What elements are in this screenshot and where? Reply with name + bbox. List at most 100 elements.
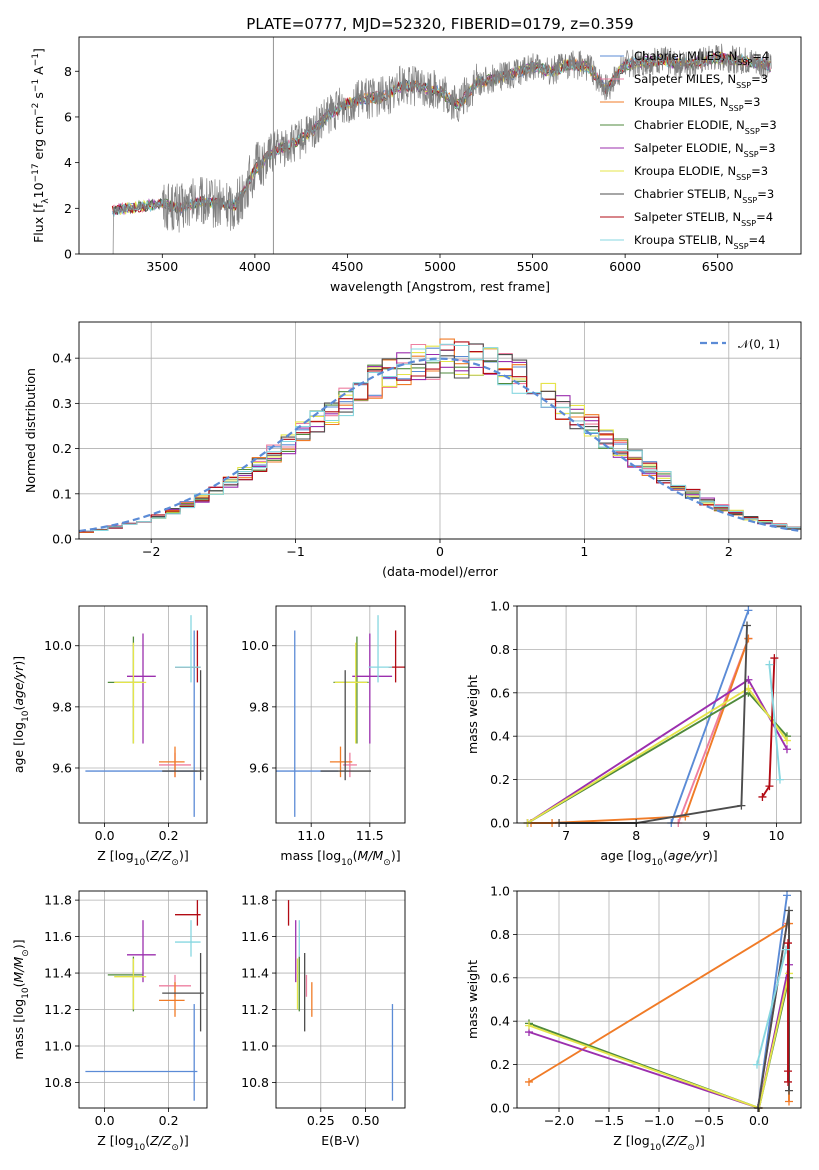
- label-part: ⊙: [687, 1143, 695, 1153]
- y-axis-label: mass weight: [465, 960, 480, 1039]
- plot-area: [111, 37, 772, 254]
- label-part: age [log: [11, 722, 26, 773]
- y-tick-label: 11.4: [241, 966, 269, 981]
- residual-histogram-panel: −2 −1 0 1 2 0.0 0.1 0.2 0.3 0.4 𝒩(0, 1) (data-model…: [23, 321, 802, 579]
- label-part: 10: [31, 182, 46, 198]
- legend-label: Salpeter MILES, N: [634, 72, 736, 86]
- legend-label: Salpeter ELODIE, N: [634, 141, 744, 155]
- zw-marker-chab_stelib: [785, 1086, 793, 1095]
- label-part: 10: [134, 1143, 146, 1153]
- label-part: −1: [31, 79, 41, 92]
- label-part: E(B-V): [321, 1133, 360, 1148]
- label-part: 10: [652, 858, 664, 868]
- plot-area: [276, 615, 405, 817]
- zw-marker-krou_stelib: [753, 1060, 761, 1069]
- legend-tail: =3: [751, 164, 768, 178]
- label-part: mass weight: [465, 675, 480, 754]
- spectrum-panel: 3500 4000 4500 5000 5500 6000 6500 0 2 4 6 8 wavelen…: [31, 36, 802, 294]
- y-axis-label: age [log10(age/yr)]: [11, 656, 31, 773]
- legend-entry: Chabrier STELIB, NSSP=3: [634, 187, 774, 205]
- x-axis-label: Z [log10(Z/Z⊙)]: [97, 1133, 188, 1153]
- axes: 0.25 0.50 10.8 11.0 11.2 11.4 11.6 11.8 E(B-V): [241, 890, 406, 1148]
- x-tick-label: 0.2: [159, 1113, 179, 1128]
- aw-line-krou_stelib: [768, 664, 781, 780]
- hist-krou_stelib: [79, 343, 801, 532]
- label-part: 10: [134, 858, 146, 868]
- label-part: 10: [341, 858, 353, 868]
- label-part: ⊙: [383, 858, 391, 868]
- legend-sub: SSP: [729, 104, 744, 113]
- x-tick-label: −2.0: [544, 1113, 574, 1128]
- x-tick-label: 0.2: [159, 828, 179, 843]
- y-tick-label: 9.6: [249, 760, 269, 775]
- label-part: (: [145, 1133, 150, 1148]
- aw-marker-krou_elodie: [782, 736, 791, 745]
- grid: [517, 605, 801, 824]
- label-part: −2: [31, 103, 41, 116]
- label-part: (: [11, 982, 26, 987]
- legend-entry: Salpeter STELIB, NSSP=4: [634, 210, 773, 228]
- y-tick-label: 0.2: [490, 772, 510, 787]
- label-part: M/M: [358, 848, 384, 863]
- x-tick-label: −1.0: [644, 1113, 674, 1128]
- x-tick-label: 11.5: [356, 828, 384, 843]
- label-part: Flux [f: [31, 203, 46, 243]
- zw-marker-krou_stelib: [782, 945, 790, 954]
- label-part: ⊙: [171, 858, 179, 868]
- y-tick-label: 4: [64, 155, 72, 170]
- legend-sub: SSP: [744, 150, 759, 159]
- zw-marker-chab_miles: [783, 891, 791, 900]
- legend-entry: Chabrier ELODIE, NSSP=3: [634, 118, 777, 136]
- label-part: )]: [11, 656, 26, 666]
- zw-marker-chab_stelib: [785, 906, 793, 915]
- label-part: 10: [650, 1143, 662, 1153]
- x-tick-label: 0.0: [95, 828, 115, 843]
- label-part: s: [31, 92, 46, 103]
- label-part: age/yr: [11, 665, 26, 706]
- x-axis-label: Z [log10(Z/Z⊙)]: [613, 1133, 704, 1153]
- label-part: (: [663, 848, 668, 863]
- axes-frame: [275, 890, 406, 1109]
- x-tick-label: 6500: [702, 259, 734, 274]
- zw-marker-salp_stelib: [784, 1077, 792, 1086]
- x-tick-label: 9: [702, 828, 710, 843]
- label-part: −1: [31, 53, 41, 66]
- legend-tail: =3: [759, 141, 776, 155]
- x-tick-label: 0.0: [749, 1113, 769, 1128]
- y-tick-label: 0.4: [490, 1014, 510, 1029]
- zw-marker-krou_elodie: [525, 1021, 533, 1030]
- label-part: )]: [695, 1133, 705, 1148]
- legend-sub: SSP: [745, 127, 760, 136]
- y-tick-label: 10.0: [44, 638, 72, 653]
- legend-entry: Kroupa ELODIE, NSSP=3: [634, 164, 768, 182]
- y-tick-label: 2: [64, 201, 72, 216]
- aw-marker-chab_stelib: [737, 801, 746, 810]
- label-part: Z/Z: [665, 1133, 688, 1148]
- x-tick-label: 2: [725, 544, 733, 559]
- x-axis-label: mass [log10(M/M⊙)]: [280, 848, 400, 868]
- legend-entry: Salpeter ELODIE, NSSP=3: [634, 141, 776, 159]
- legend-tail: =3: [751, 72, 768, 86]
- axes-frame: [275, 605, 406, 824]
- y-tick-label: 0.8: [490, 642, 510, 657]
- y-tick-label: 0.4: [490, 729, 510, 744]
- axes-frame: [78, 605, 208, 824]
- label-part: mass [log: [280, 848, 341, 863]
- x-tick-label: 0.50: [352, 1113, 380, 1128]
- legend-sub: SSP: [737, 58, 752, 67]
- x-tick-label: 5000: [424, 259, 456, 274]
- label-part: )]: [11, 939, 26, 949]
- legend-label: Kroupa ELODIE, N: [634, 164, 736, 178]
- y-tick-label: 0.2: [490, 1057, 510, 1072]
- aw-marker-krou_stelib: [775, 775, 784, 784]
- figure-title: PLATE=0777, MJD=52320, FIBERID=0179, z=0…: [246, 15, 633, 33]
- label-part: Z [log: [613, 1133, 649, 1148]
- x-tick-label: 0: [436, 544, 444, 559]
- x-tick-label: 0.0: [95, 1113, 115, 1128]
- legend-sub: SSP: [736, 173, 751, 182]
- legend-tail: =3: [757, 187, 774, 201]
- legend-label: Kroupa MILES, N: [634, 95, 729, 109]
